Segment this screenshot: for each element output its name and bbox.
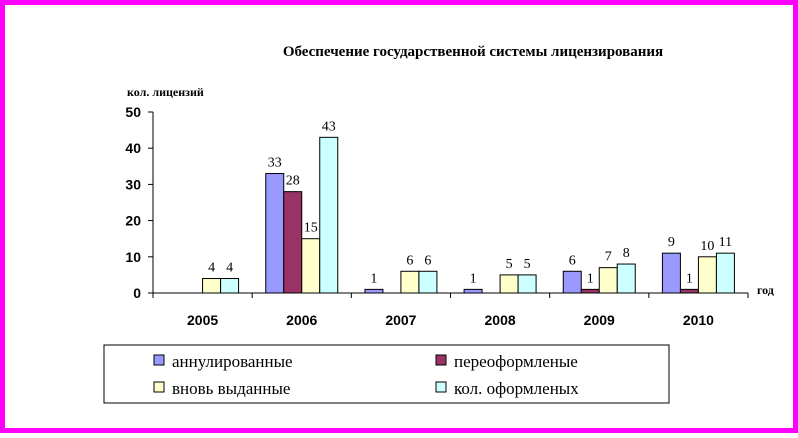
- bar-4-2005: [220, 278, 240, 294]
- legend-swatch: [153, 354, 165, 366]
- bar-1-2009: [562, 270, 582, 294]
- data-label: 28: [286, 174, 300, 189]
- x-axis-title: год: [757, 283, 774, 297]
- bar-1-2007: [364, 288, 384, 294]
- data-label: 11: [719, 235, 732, 250]
- y-tick-label: 0: [133, 285, 141, 301]
- bar-3-2007: [400, 270, 420, 294]
- data-label: 6: [569, 253, 576, 268]
- bar-2-2006: [283, 191, 303, 294]
- bar-2-2009: [580, 288, 600, 294]
- bar-1-2008: [463, 288, 483, 294]
- y-tick-label: 20: [125, 213, 141, 229]
- legend-label: вновь выданные: [172, 379, 290, 398]
- bar-4-2007: [418, 270, 438, 294]
- bar-4-2008: [517, 274, 537, 294]
- data-label: 10: [700, 239, 714, 254]
- data-label: 6: [406, 253, 413, 268]
- x-tick-label: 2008: [485, 312, 516, 328]
- bar-4-2006: [319, 136, 339, 294]
- data-label: 43: [322, 119, 336, 134]
- bar-2-2010: [679, 288, 699, 294]
- legend-swatch: [435, 381, 447, 393]
- legend-swatch: [153, 381, 165, 393]
- data-label: 1: [587, 271, 594, 286]
- legend-label: кол. оформленых: [454, 379, 579, 398]
- x-tick-label: 2007: [385, 312, 416, 328]
- bar-3-2009: [598, 267, 618, 294]
- y-tick-label: 50: [125, 104, 141, 120]
- data-label: 8: [623, 246, 630, 261]
- bar-3-2008: [499, 274, 519, 294]
- bar-3-2006: [301, 238, 321, 294]
- bar-1-2006: [265, 173, 285, 294]
- legend-label: аннулированные: [172, 352, 293, 371]
- x-tick-label: 2005: [187, 312, 218, 328]
- data-label: 4: [226, 261, 233, 276]
- bar-3-2005: [202, 278, 222, 294]
- x-tick-label: 2006: [286, 312, 317, 328]
- bar-4-2009: [616, 263, 636, 294]
- x-tick-label: 2010: [683, 312, 714, 328]
- y-tick-label: 30: [125, 176, 141, 192]
- chart: Обеспечение государственной системы лице…: [103, 44, 774, 404]
- data-label: 1: [370, 271, 377, 286]
- data-label: 9: [668, 235, 675, 250]
- bar-1-2010: [661, 252, 681, 294]
- data-label: 5: [506, 257, 513, 272]
- chart-title: Обеспечение государственной системы лице…: [283, 44, 663, 60]
- x-tick-label: 2009: [584, 312, 615, 328]
- legend-label: переоформленые: [454, 352, 578, 371]
- bar-4-2010: [715, 252, 735, 294]
- data-label: 7: [605, 250, 612, 265]
- y-tick-label: 10: [125, 249, 141, 265]
- y-tick-label: 40: [125, 140, 141, 156]
- legend-box: [103, 344, 670, 404]
- data-label: 15: [304, 221, 318, 236]
- legend-swatch: [435, 354, 447, 366]
- data-label: 6: [424, 253, 431, 268]
- data-label: 1: [470, 271, 477, 286]
- data-label: 5: [524, 257, 531, 272]
- y-axis-title: кол. лицензий: [127, 85, 204, 99]
- data-label: 1: [686, 271, 693, 286]
- data-label: 33: [268, 156, 282, 171]
- legend: аннулированные переоформленые вновь выданн…: [103, 344, 670, 404]
- bar-3-2010: [697, 256, 717, 294]
- data-label: 4: [208, 261, 215, 276]
